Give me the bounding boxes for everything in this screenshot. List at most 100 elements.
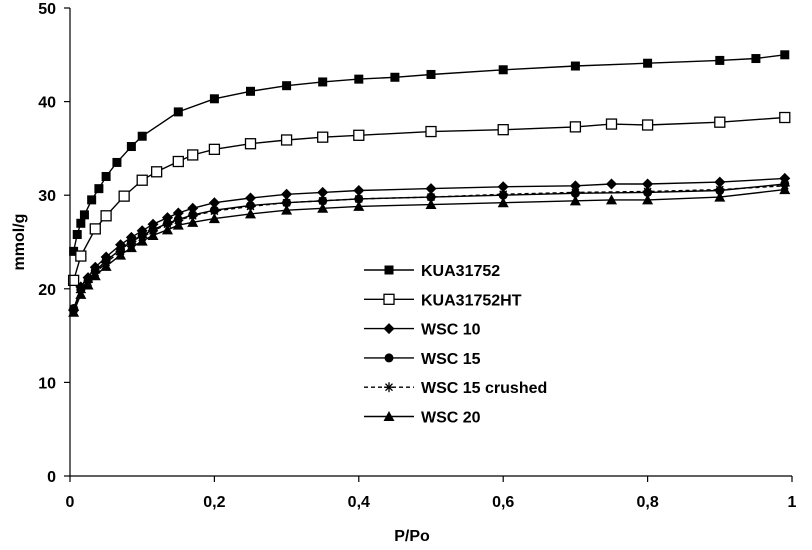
legend-item-wsc-15-crushed: WSC 15 crushed <box>364 380 547 397</box>
data-point-kua31752ht <box>208 143 221 155</box>
data-point-wsc-20 <box>779 184 791 195</box>
series-kua31752ht <box>67 111 791 287</box>
data-point-wsc-10 <box>642 178 654 190</box>
data-point-kua31752ht <box>67 274 80 287</box>
data-point-wsc-20 <box>642 194 654 205</box>
legend-item-kua31752ht: KUA31752HT <box>364 292 522 309</box>
data-point-kua31752 <box>87 195 97 205</box>
x-tick-label: 1 <box>788 494 797 511</box>
data-point-wsc-10 <box>187 202 199 214</box>
data-point-kua31752 <box>112 157 122 167</box>
data-point-wsc-20 <box>68 306 80 317</box>
legend-marker-wsc-15-crushed-stroke <box>385 383 393 392</box>
data-point-kua31752 <box>101 171 111 181</box>
x-tick-label: 0,8 <box>636 494 658 511</box>
data-point-wsc-20 <box>115 249 127 260</box>
data-point-kua31752ht <box>714 116 726 128</box>
legend-label-wsc-20: WSC 20 <box>421 410 481 427</box>
data-point-kua31752 <box>79 210 89 220</box>
legend: KUA31752 KUA31752HT WSC 10 WSC 15 WSC 15 cru… <box>364 263 547 427</box>
data-point-wsc-20 <box>569 195 581 206</box>
data-point-wsc-15-crushed-stroke <box>499 190 508 199</box>
y-tick-label: 20 <box>38 282 56 299</box>
plot-area <box>67 50 791 317</box>
data-point-wsc-20 <box>89 270 101 281</box>
y-tick-label: 50 <box>38 1 56 18</box>
data-point-kua31752 <box>570 61 580 71</box>
data-point-kua31752ht <box>172 155 184 168</box>
data-point-kua31752ht <box>89 223 101 235</box>
legend-marker-wsc-15-crushed <box>384 382 394 393</box>
data-point-kua31752 <box>76 218 86 228</box>
data-point-wsc-15-crushed <box>281 197 292 208</box>
y-tick-label: 10 <box>38 375 56 392</box>
data-point-wsc-20 <box>425 199 437 210</box>
data-point-kua31752 <box>751 54 761 64</box>
data-point-kua31752 <box>246 86 255 96</box>
data-point-wsc-15-crushed-stroke <box>318 196 327 205</box>
data-point-kua31752 <box>282 81 292 91</box>
data-point-kua31752 <box>72 230 82 240</box>
data-point-kua31752ht <box>779 111 791 124</box>
data-point-kua31752 <box>318 77 328 87</box>
x-axis-title: P/Po <box>394 528 430 545</box>
data-point-wsc-20 <box>208 213 220 224</box>
data-point-wsc-20 <box>497 197 509 208</box>
data-point-kua31752ht <box>605 118 618 130</box>
data-point-wsc-15-crushed-stroke <box>715 185 724 194</box>
y-axis-title: mmol/g <box>11 214 28 271</box>
data-point-wsc-20 <box>100 260 112 271</box>
data-point-kua31752ht <box>280 134 293 146</box>
x-tick-label: 0,4 <box>348 494 370 511</box>
data-point-wsc-20 <box>147 229 159 240</box>
legend-label-kua31752ht: KUA31752HT <box>421 292 522 309</box>
data-point-kua31752ht <box>136 174 148 186</box>
data-point-wsc-10 <box>569 180 581 192</box>
x-tick-label: 0 <box>66 494 75 511</box>
x-tick-label: 0,6 <box>492 494 514 511</box>
legend-item-wsc-10: WSC 10 <box>364 322 481 339</box>
data-point-wsc-20 <box>606 194 617 205</box>
data-point-wsc-10 <box>606 178 617 190</box>
data-point-wsc-10 <box>208 197 220 209</box>
data-point-wsc-15-crushed-stroke <box>282 198 291 207</box>
data-point-wsc-20 <box>136 235 148 246</box>
data-point-kua31752ht <box>118 190 130 202</box>
data-point-wsc-15-crushed-stroke <box>571 188 580 197</box>
legend-item-kua31752: KUA31752 <box>364 263 500 280</box>
data-point-wsc-20 <box>281 204 293 215</box>
data-point-wsc-20 <box>317 202 329 213</box>
data-point-kua31752ht <box>641 119 654 131</box>
data-point-wsc-10 <box>245 192 256 204</box>
data-point-wsc-10 <box>317 186 329 198</box>
legend-marker-kua31752 <box>384 265 394 275</box>
legend-label-wsc-15-crushed: WSC 15 crushed <box>421 380 547 397</box>
data-point-kua31752 <box>94 184 104 194</box>
data-point-wsc-15-crushed-stroke <box>427 193 435 202</box>
data-point-wsc-15-crushed-stroke <box>246 202 255 211</box>
data-point-wsc-20 <box>187 216 199 227</box>
data-point-wsc-20 <box>82 279 94 290</box>
data-point-wsc-20 <box>245 208 256 219</box>
data-point-kua31752 <box>126 142 136 152</box>
data-point-wsc-10 <box>353 185 365 197</box>
y-tick-label: 30 <box>38 188 56 205</box>
x-tick-label: 0,2 <box>203 494 225 511</box>
data-point-kua31752 <box>69 246 79 256</box>
data-point-wsc-20 <box>125 242 137 253</box>
data-point-wsc-10 <box>497 181 509 193</box>
ticks: 0 10 20 30 40 50 0 0,2 0,4 0,6 0,8 1 <box>38 1 796 511</box>
legend-marker-wsc-20 <box>383 411 395 421</box>
axes <box>69 8 792 477</box>
data-point-kua31752 <box>209 94 219 104</box>
series-layer <box>67 50 791 317</box>
data-point-kua31752 <box>498 65 508 75</box>
data-point-wsc-20 <box>353 200 365 211</box>
legend-label-wsc-10: WSC 10 <box>421 322 481 339</box>
data-point-kua31752ht <box>317 131 329 143</box>
data-point-wsc-10 <box>172 207 184 219</box>
data-point-kua31752 <box>780 50 790 60</box>
data-point-kua31752ht <box>100 210 112 222</box>
data-point-kua31752ht <box>75 250 87 262</box>
